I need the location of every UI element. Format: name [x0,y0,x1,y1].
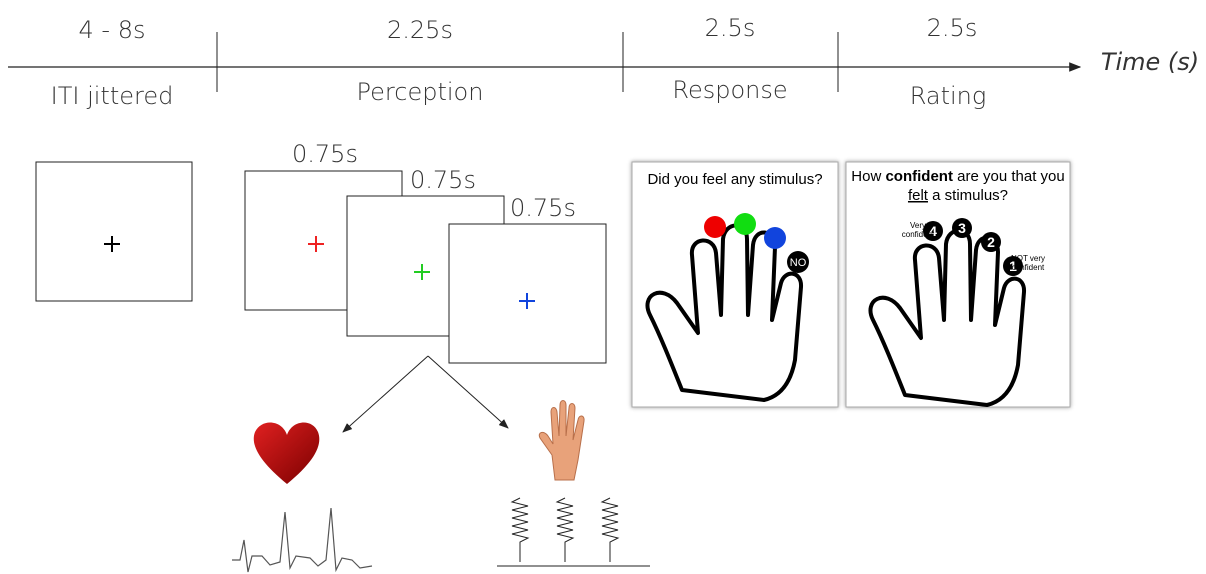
question-part: a stimulus? [932,187,1008,204]
response-button [764,227,786,249]
rating-question: How confident are you that you [851,168,1064,185]
phase-label: Rating [910,82,987,110]
response-button [787,251,809,273]
phase-label: Perception [357,78,484,106]
no-label: NO [790,257,807,269]
rating-button [981,232,1001,252]
axis-label: Time (s) [1101,48,1199,76]
response-question: Did you feel any stimulus? [647,171,822,188]
heart-icon [253,422,320,484]
screen-duration: 0.75s [410,166,476,194]
phase-duration: 4 - 8s [79,16,146,44]
phase-duration: 2.25s [387,16,453,44]
screen-duration: 0.75s [510,194,576,222]
rating-label: confident [902,230,935,239]
question-part: felt [908,187,929,204]
rating-number: 1 [1009,258,1017,274]
phase-duration: 2.5s [705,14,756,42]
response-button [734,213,756,235]
fixation-cross [519,293,535,309]
rating-button [1003,256,1023,276]
hand-photo [538,400,585,481]
rating-label: confident [1012,263,1045,272]
rating-label: NOT very [1011,254,1045,263]
rating-label: Very [910,221,926,230]
rating-number: 4 [929,223,937,239]
question-part: confident [885,168,953,185]
question-part: How [851,168,881,185]
rating-number: 2 [987,234,995,250]
fixation-cross [104,236,120,252]
screen-duration: 0.75s [292,140,358,168]
response-button [704,216,726,238]
fixation-cross [308,236,324,252]
arrow [342,355,429,433]
phase-label: ITI jittered [51,82,174,110]
rating-number: 3 [958,220,966,236]
ecg-trace [232,507,373,573]
phase-label: Response [672,76,787,104]
rating-button [923,221,943,241]
rating-button [952,218,972,238]
rating-question: felt a stimulus? [908,187,1008,204]
fixation-screen [35,161,193,302]
arrow [427,355,509,429]
phase-duration: 2.5s [927,14,978,42]
springs [497,497,650,567]
question-part: are you that you [957,168,1065,185]
fixation-cross [414,264,430,280]
